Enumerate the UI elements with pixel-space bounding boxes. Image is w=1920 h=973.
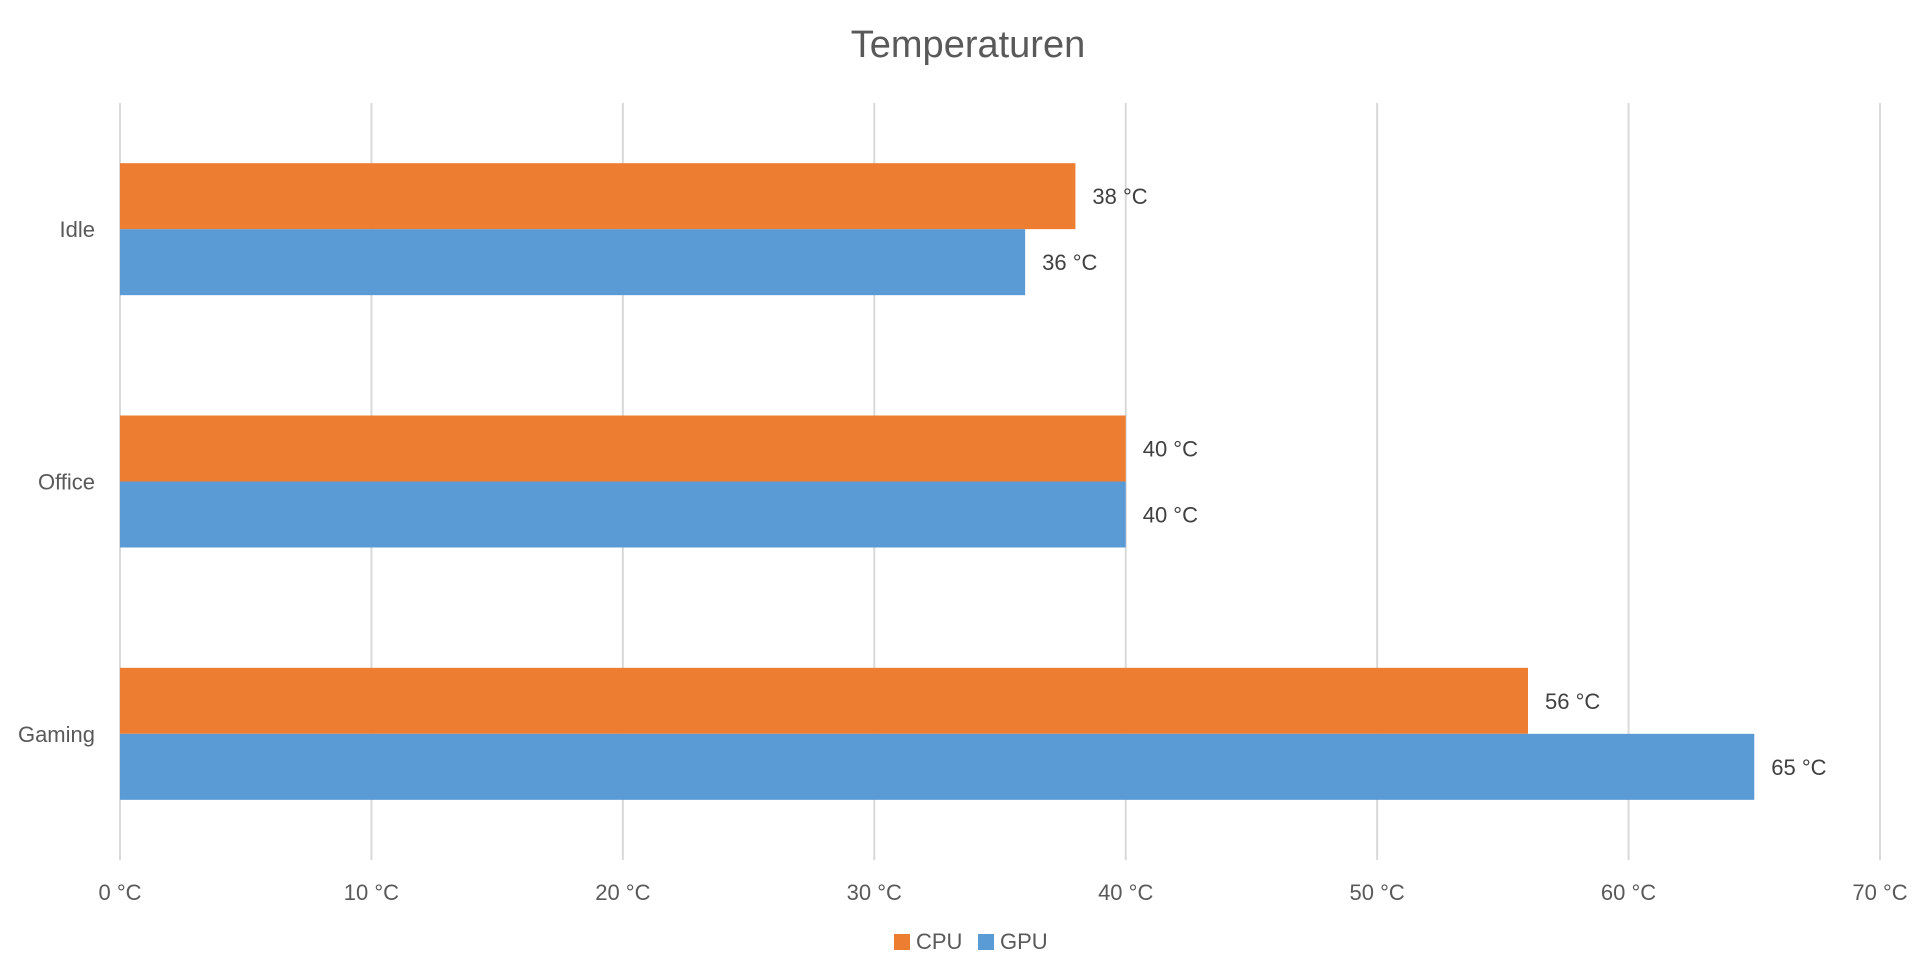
data-label-gpu-office: 40 °C	[1143, 503, 1198, 528]
x-tick-label: 10 °C	[344, 880, 399, 905]
legend: CPU GPU	[894, 929, 1048, 954]
x-tick-label: 70 °C	[1852, 880, 1907, 905]
bar-gpu-office[interactable]	[120, 481, 1126, 548]
bar-gpu-idle[interactable]	[120, 229, 1026, 296]
legend-swatch-gpu	[978, 934, 994, 950]
x-tick-label: 40 °C	[1098, 880, 1153, 905]
data-label-cpu-idle: 38 °C	[1092, 184, 1147, 209]
x-tick-label: 20 °C	[595, 880, 650, 905]
bars	[120, 163, 1755, 800]
bar-cpu-idle[interactable]	[120, 163, 1076, 230]
x-tick-label: 30 °C	[847, 880, 902, 905]
chart-title: Temperaturen	[851, 24, 1085, 66]
category-label-idle: Idle	[60, 217, 95, 242]
data-labels: 38 °C 36 °C 40 °C 40 °C 56 °C 65 °C	[1042, 184, 1827, 780]
bar-gpu-gaming[interactable]	[120, 733, 1755, 800]
category-label-office: Office	[38, 470, 95, 495]
legend-label-cpu: CPU	[916, 929, 962, 954]
x-tick-label: 50 °C	[1350, 880, 1405, 905]
data-label-cpu-gaming: 56 °C	[1545, 689, 1600, 714]
x-tick-label: 60 °C	[1601, 880, 1656, 905]
x-tick-label: 0 °C	[98, 880, 141, 905]
legend-swatch-cpu	[894, 934, 910, 950]
data-label-gpu-gaming: 65 °C	[1771, 755, 1826, 780]
legend-label-gpu: GPU	[1000, 929, 1048, 954]
category-label-gaming: Gaming	[18, 722, 95, 747]
bar-cpu-gaming[interactable]	[120, 667, 1528, 734]
axes: 0 °C 10 °C 20 °C 30 °C 40 °C 50 °C 60 °C 70 °C I…	[18, 217, 1908, 905]
bar-cpu-office[interactable]	[120, 415, 1126, 482]
data-label-gpu-idle: 36 °C	[1042, 250, 1097, 275]
data-label-cpu-office: 40 °C	[1143, 437, 1198, 462]
